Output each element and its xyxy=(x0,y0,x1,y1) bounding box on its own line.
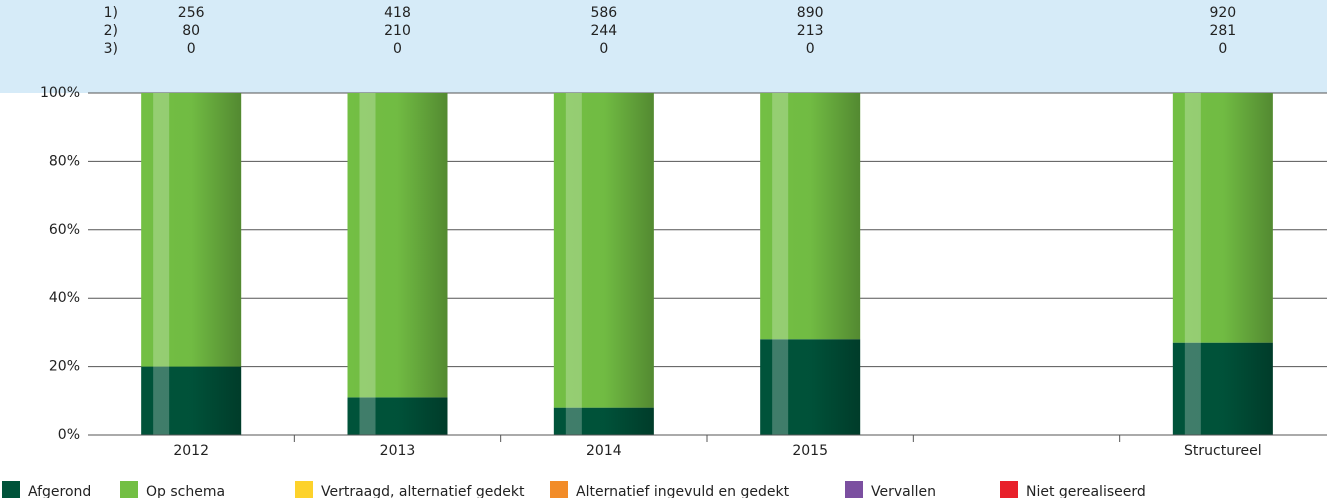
bar-shade xyxy=(1172,93,1273,435)
x-tick-label: 2013 xyxy=(380,443,416,459)
table-row-label: 2) xyxy=(104,23,118,39)
table-value: 281 xyxy=(1209,23,1236,39)
table-value: 0 xyxy=(1218,41,1227,57)
y-tick-label: 20% xyxy=(49,359,80,375)
table-row-label: 1) xyxy=(104,5,118,21)
table-value: 256 xyxy=(178,5,205,21)
x-tick-label: 2015 xyxy=(792,443,828,459)
table-value: 0 xyxy=(806,41,815,57)
legend-swatch xyxy=(120,481,138,498)
legend-label: Niet gerealiseerd xyxy=(1026,484,1146,498)
table-value: 0 xyxy=(599,41,608,57)
table-value: 210 xyxy=(384,23,411,39)
legend-swatch xyxy=(1000,481,1018,498)
legend-label: Vertraagd, alternatief gedekt xyxy=(321,484,525,498)
legend-swatch xyxy=(845,481,863,498)
y-tick-label: 40% xyxy=(49,290,80,306)
table-band xyxy=(0,0,1327,93)
x-tick-label: Structureel xyxy=(1184,443,1262,459)
table-value: 418 xyxy=(384,5,411,21)
table-value: 890 xyxy=(797,5,824,21)
table-value: 244 xyxy=(590,23,617,39)
table-value: 0 xyxy=(187,41,196,57)
bar-shade xyxy=(141,93,242,435)
legend-swatch xyxy=(550,481,568,498)
legend-swatch xyxy=(2,481,20,498)
table-value: 80 xyxy=(182,23,200,39)
table-value: 586 xyxy=(590,5,617,21)
y-tick-label: 100% xyxy=(40,85,80,101)
table-value: 0 xyxy=(393,41,402,57)
table-value: 920 xyxy=(1209,5,1236,21)
bar-shade xyxy=(553,93,654,435)
legend-label: Vervallen xyxy=(871,484,936,498)
legend-label: Op schema xyxy=(146,484,225,498)
x-tick-label: 2014 xyxy=(586,443,622,459)
legend-swatch xyxy=(295,481,313,498)
table-value: 213 xyxy=(797,23,824,39)
x-tick-label: 2012 xyxy=(173,443,209,459)
bar-shade xyxy=(760,93,861,435)
y-tick-label: 60% xyxy=(49,222,80,238)
legend-label: Alternatief ingevuld en gedekt xyxy=(576,484,790,498)
y-tick-label: 80% xyxy=(49,153,80,169)
table-row-label: 3) xyxy=(104,41,118,57)
legend-label: Afgerond xyxy=(28,484,91,498)
y-tick-label: 0% xyxy=(58,427,80,443)
bar-shade xyxy=(347,93,448,435)
